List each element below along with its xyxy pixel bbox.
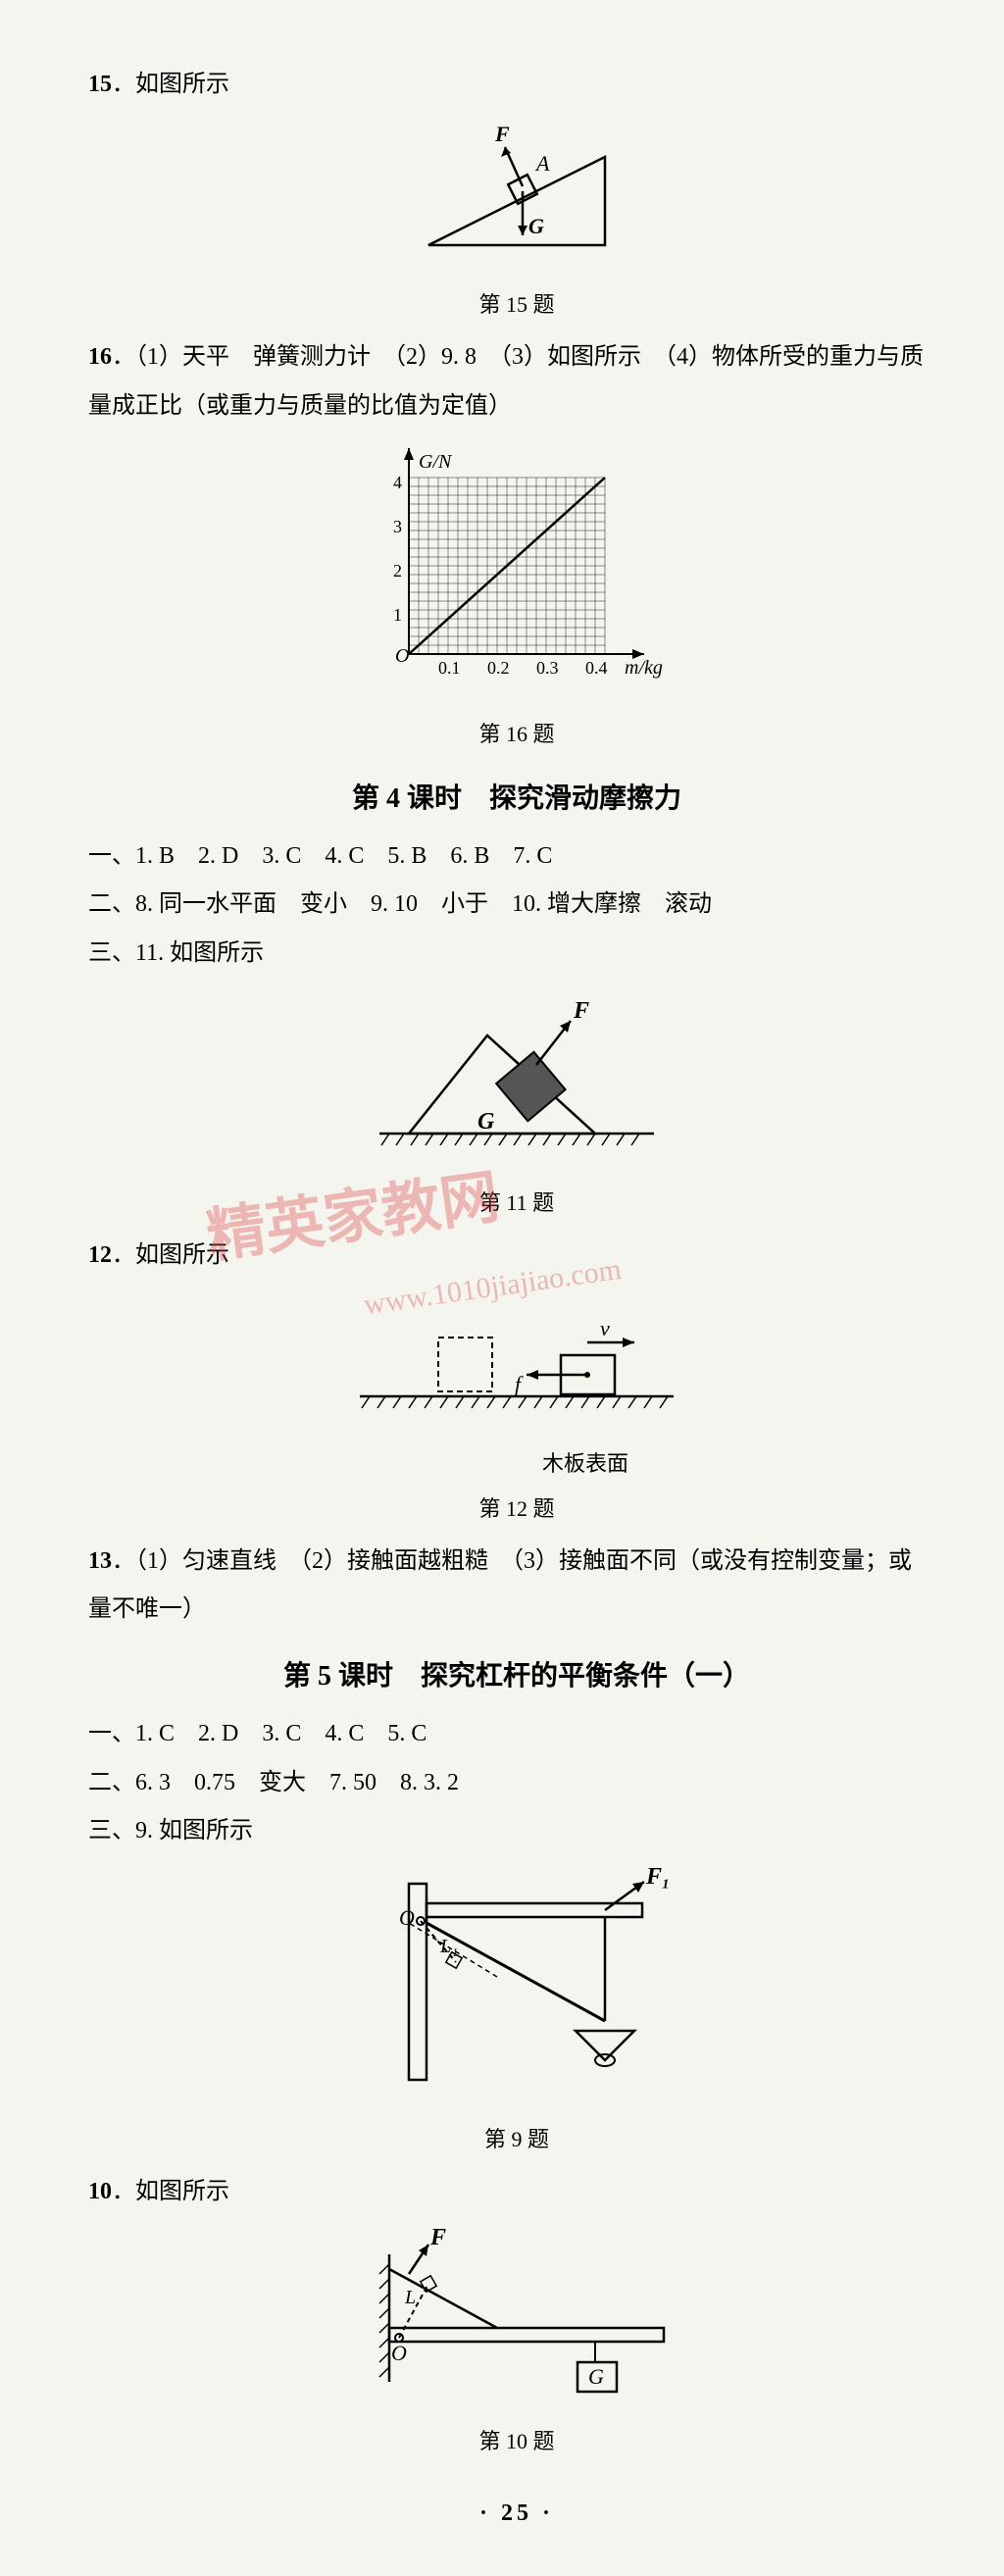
fig11-G: G xyxy=(477,1109,495,1135)
q16-text: ．（1）天平 弹簧测力计 （2）9. 8 （3）如图所示 （4）物体所受的重力与… xyxy=(112,344,924,370)
fig10-F: F xyxy=(429,2225,446,2250)
s5-line3: 三、9. 如图所示 xyxy=(88,1809,945,1854)
fig11-svg: F G xyxy=(360,986,674,1163)
q10-label: 10 xyxy=(88,2179,112,2204)
q15-label: 15 xyxy=(88,72,112,97)
s4-line1: 一、1. B 2. D 3. C 4. C 5. B 6. B 7. C xyxy=(88,834,945,880)
q16-label: 16 xyxy=(88,344,112,370)
q13-text: ．（1）匀速直线 （2）接触面越粗糙 （3）接触面不同（或没有控制变量；或 xyxy=(112,1548,912,1574)
ytick1: 1 xyxy=(393,605,402,625)
fig9-caption: 第 9 题 xyxy=(88,2119,945,2160)
figure-9: O L₁ F₁ 第 9 题 xyxy=(88,1864,945,2160)
ytick2: 2 xyxy=(393,561,402,581)
q16-line1: 16．（1）天平 弹簧测力计 （2）9. 8 （3）如图所示 （4）物体所受的重… xyxy=(88,335,945,380)
ytick3: 3 xyxy=(393,517,402,536)
figure-11: F G 第 11 题 xyxy=(88,986,945,1224)
fig12-v: v xyxy=(600,1316,610,1340)
q16-line2: 量成正比（或重力与质量的比值为定值） xyxy=(88,384,945,429)
fig9-svg: O L₁ F₁ xyxy=(350,1864,683,2099)
fig16-caption: 第 16 题 xyxy=(88,714,945,755)
figure-10: O L F G 第 10 题 xyxy=(88,2225,945,2462)
q12-text: ．如图所示 xyxy=(112,1242,229,1268)
fig15-F: F xyxy=(494,122,510,146)
q13-line1: 13．（1）匀速直线 （2）接触面越粗糙 （3）接触面不同（或没有控制变量；或 xyxy=(88,1540,945,1585)
q12-label: 12 xyxy=(88,1242,112,1268)
fig11-caption: 第 11 题 xyxy=(88,1183,945,1224)
board-label: 木板表面 xyxy=(88,1443,945,1485)
q13-line2: 量不唯一） xyxy=(88,1588,945,1633)
q10-line: 10．如图所示 xyxy=(88,2170,945,2215)
q13-label: 13 xyxy=(88,1548,112,1574)
fig12-f: f xyxy=(515,1372,524,1396)
ytick4: 4 xyxy=(393,473,402,492)
figure-15: F A G 第 15 题 xyxy=(88,118,945,326)
xtick1: 0.1 xyxy=(438,658,461,678)
page-number: · 25 · xyxy=(88,2492,945,2537)
fig16-svg: G/N m/kg O 1 2 3 4 0.1 0.2 0.3 0.4 xyxy=(350,438,683,693)
fig10-caption: 第 10 题 xyxy=(88,2421,945,2462)
s5-line1: 一、1. C 2. D 3. C 4. C 5. C xyxy=(88,1712,945,1757)
q12-line: 12．如图所示 xyxy=(88,1234,945,1279)
fig10-svg: O L F G xyxy=(350,2225,683,2401)
fig9-O: O xyxy=(399,1905,415,1930)
fig16-xlabel: m/kg xyxy=(625,657,663,679)
fig12-caption: 第 12 题 xyxy=(88,1489,945,1530)
fig15-G: G xyxy=(528,214,544,238)
section5-heading: 第 5 课时 探究杠杆的平衡条件（一） xyxy=(88,1650,945,1702)
s4-line2: 二、8. 同一水平面 变小 9. 10 小于 10. 增大摩擦 滚动 xyxy=(88,883,945,928)
figure-16: G/N m/kg O 1 2 3 4 0.1 0.2 0.3 0.4 第 16 … xyxy=(88,438,945,754)
fig15-svg: F A G xyxy=(399,118,634,265)
s5-line2: 二、6. 3 0.75 变大 7. 50 8. 3. 2 xyxy=(88,1761,945,1806)
fig10-L: L xyxy=(404,2287,416,2308)
fig10-G: G xyxy=(588,2364,604,2389)
xtick2: 0.2 xyxy=(487,658,510,678)
fig16-ylabel: G/N xyxy=(419,451,453,473)
fig9-F1: F₁ xyxy=(645,1864,670,1890)
xtick3: 0.3 xyxy=(536,658,559,678)
figure-12: f v 木板表面 第 12 题 xyxy=(88,1288,945,1530)
q15-line: 15．如图所示 xyxy=(88,63,945,108)
fig12-svg: f v xyxy=(330,1288,703,1436)
fig11-F: F xyxy=(573,998,589,1024)
s4-line3: 三、11. 如图所示 xyxy=(88,932,945,977)
fig15-caption: 第 15 题 xyxy=(88,284,945,326)
svg-text:O: O xyxy=(395,645,409,667)
q15-text: ．如图所示 xyxy=(112,72,229,97)
section4-heading: 第 4 课时 探究滑动摩擦力 xyxy=(88,773,945,825)
fig10-O: O xyxy=(391,2341,407,2365)
q10-text: ．如图所示 xyxy=(112,2179,229,2204)
xtick4: 0.4 xyxy=(585,658,608,678)
fig15-A: A xyxy=(534,151,550,176)
